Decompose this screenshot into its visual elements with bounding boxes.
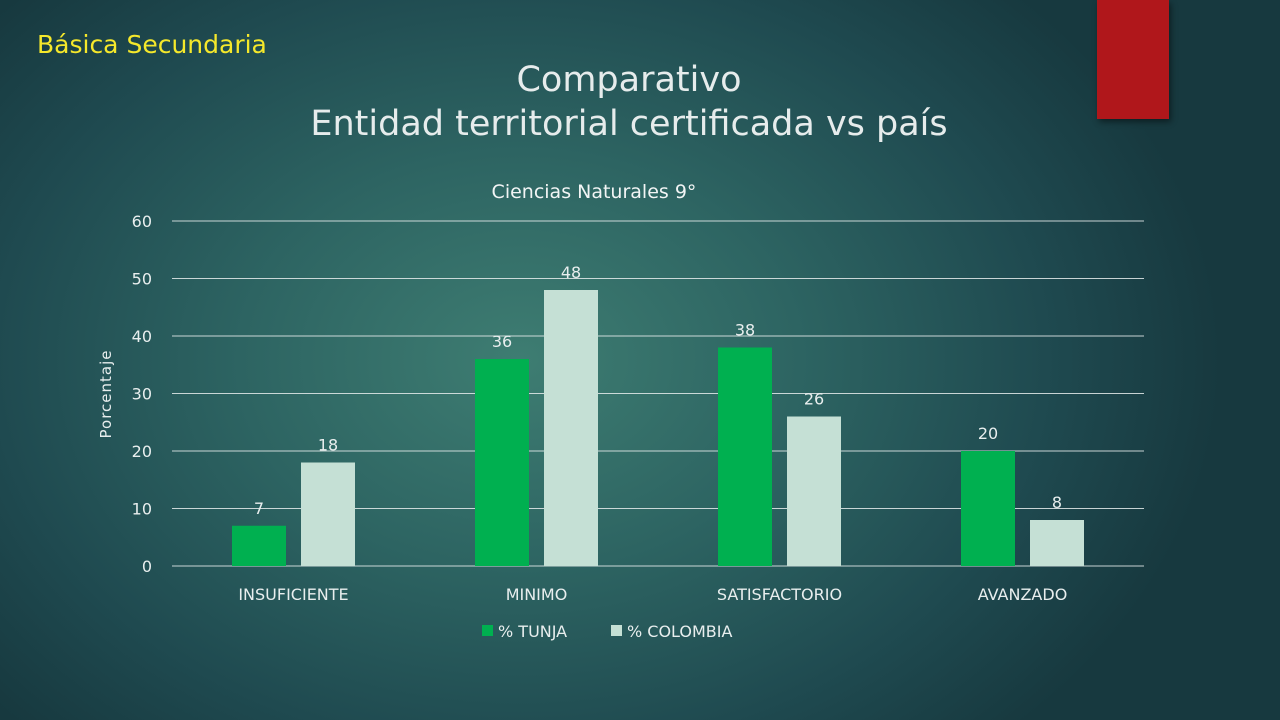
section-label: Básica Secundaria bbox=[37, 30, 267, 59]
x-tick-label: INSUFICIENTE bbox=[238, 585, 348, 604]
bar bbox=[1030, 520, 1084, 566]
y-tick-label: 0 bbox=[142, 557, 152, 576]
data-label: 48 bbox=[561, 263, 581, 282]
data-label: 26 bbox=[804, 390, 824, 409]
bar bbox=[787, 416, 841, 566]
y-tick-label: 50 bbox=[132, 270, 152, 289]
x-tick-label: AVANZADO bbox=[978, 585, 1068, 604]
data-label: 20 bbox=[978, 424, 998, 443]
y-axis-label: Porcentaje bbox=[97, 350, 115, 439]
slide-title: Comparativo Entidad territorial certific… bbox=[0, 58, 1258, 146]
bar bbox=[301, 462, 355, 566]
bar bbox=[961, 451, 1015, 566]
bar bbox=[544, 290, 598, 566]
data-label: 8 bbox=[1052, 493, 1062, 512]
legend-swatch bbox=[482, 625, 493, 636]
data-label: 18 bbox=[318, 436, 338, 455]
chart-title: Ciencias Naturales 9° bbox=[492, 181, 697, 203]
title-line-2: Entidad territorial certificada vs país bbox=[310, 104, 948, 144]
x-tick-label: SATISFACTORIO bbox=[717, 585, 842, 604]
y-tick-label: 60 bbox=[132, 212, 152, 231]
legend-label: % COLOMBIA bbox=[627, 622, 732, 641]
corner-accent-tab bbox=[1097, 0, 1169, 119]
title-line-1: Comparativo bbox=[516, 60, 742, 100]
y-tick-label: 20 bbox=[132, 442, 152, 461]
bar bbox=[232, 525, 286, 566]
data-label: 38 bbox=[735, 321, 755, 340]
y-tick-label: 30 bbox=[132, 385, 152, 404]
data-label: 36 bbox=[492, 332, 512, 351]
y-tick-label: 40 bbox=[132, 327, 152, 346]
data-label: 7 bbox=[254, 499, 264, 518]
x-tick-label: MINIMO bbox=[506, 585, 568, 604]
y-tick-label: 10 bbox=[132, 500, 152, 519]
bar bbox=[718, 347, 772, 566]
legend-swatch bbox=[611, 625, 622, 636]
bar bbox=[475, 359, 529, 566]
legend-label: % TUNJA bbox=[498, 622, 567, 641]
